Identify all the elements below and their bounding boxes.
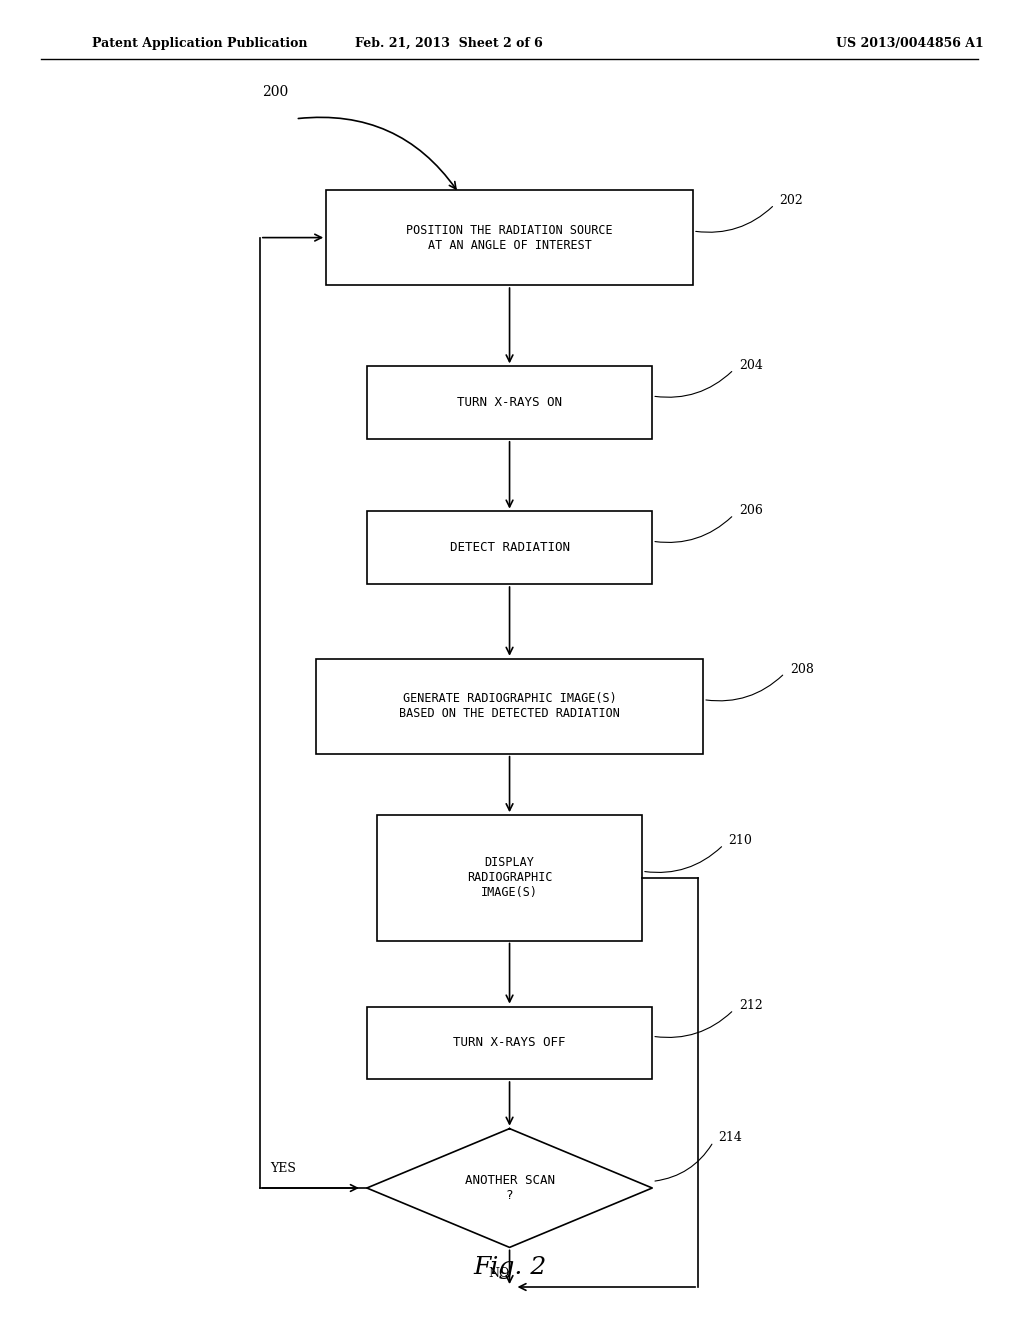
Text: GENERATE RADIOGRAPHIC IMAGE(S)
BASED ON THE DETECTED RADIATION: GENERATE RADIOGRAPHIC IMAGE(S) BASED ON … <box>399 692 620 721</box>
Text: 210: 210 <box>729 834 753 847</box>
FancyBboxPatch shape <box>367 366 652 438</box>
Text: 214: 214 <box>719 1131 742 1144</box>
Text: YES: YES <box>270 1162 296 1175</box>
FancyBboxPatch shape <box>367 511 652 583</box>
Text: 202: 202 <box>779 194 804 207</box>
FancyBboxPatch shape <box>316 659 703 754</box>
Text: Feb. 21, 2013  Sheet 2 of 6: Feb. 21, 2013 Sheet 2 of 6 <box>354 37 543 50</box>
Text: 208: 208 <box>790 663 814 676</box>
Text: TURN X-RAYS OFF: TURN X-RAYS OFF <box>454 1036 566 1049</box>
Text: 206: 206 <box>739 504 763 517</box>
FancyBboxPatch shape <box>326 190 693 285</box>
Text: ANOTHER SCAN
?: ANOTHER SCAN ? <box>465 1173 555 1203</box>
Text: NO: NO <box>488 1267 510 1280</box>
Text: POSITION THE RADIATION SOURCE
AT AN ANGLE OF INTEREST: POSITION THE RADIATION SOURCE AT AN ANGL… <box>407 223 612 252</box>
Text: Patent Application Publication: Patent Application Publication <box>92 37 307 50</box>
Text: 200: 200 <box>262 86 289 99</box>
Text: US 2013/0044856 A1: US 2013/0044856 A1 <box>836 37 983 50</box>
FancyBboxPatch shape <box>367 1006 652 1080</box>
Text: TURN X-RAYS ON: TURN X-RAYS ON <box>457 396 562 409</box>
Text: Fig. 2: Fig. 2 <box>473 1255 546 1279</box>
FancyBboxPatch shape <box>377 814 642 940</box>
Text: DISPLAY
RADIOGRAPHIC
IMAGE(S): DISPLAY RADIOGRAPHIC IMAGE(S) <box>467 857 552 899</box>
Text: 204: 204 <box>739 359 763 372</box>
Text: DETECT RADIATION: DETECT RADIATION <box>450 541 569 554</box>
Text: 212: 212 <box>739 999 763 1012</box>
